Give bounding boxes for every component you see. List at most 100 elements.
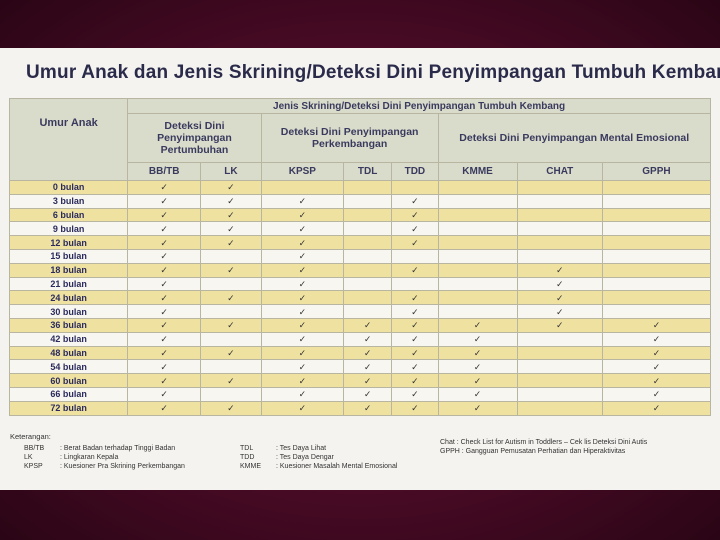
check-cell <box>437 304 518 319</box>
check-cell <box>437 221 518 237</box>
check-cell <box>516 221 603 237</box>
table-row: 21 bulan ✓ ✓ ✓ <box>8 276 712 292</box>
col-header-bbtb: BB/TB <box>127 162 202 181</box>
check-cell: ✓ <box>260 221 344 237</box>
age-cell: 0 bulan <box>8 180 129 195</box>
check-cell <box>200 248 262 264</box>
check-cell: ✓ <box>127 359 202 375</box>
check-cell <box>516 386 603 402</box>
check-cell: ✓ <box>437 345 518 361</box>
check-cell: ✓ <box>200 400 262 416</box>
check-cell: ✓ <box>342 359 393 375</box>
table-row: 9 bulan ✓ ✓ ✓ ✓ <box>8 221 712 237</box>
check-cell <box>601 304 712 319</box>
check-cell: ✓ <box>391 193 439 209</box>
check-cell <box>342 276 393 292</box>
age-header: Umur Anak <box>8 98 129 181</box>
check-cell <box>437 248 518 264</box>
check-cell: ✓ <box>391 373 439 388</box>
check-cell: ✓ <box>127 221 202 237</box>
check-cell: ✓ <box>437 400 518 416</box>
check-cell: ✓ <box>127 235 202 250</box>
group-development-header: Deteksi Dini Penyimpangan Perkembangan <box>260 113 439 163</box>
check-cell: ✓ <box>260 235 344 250</box>
check-cell: ✓ <box>200 235 262 250</box>
check-cell: ✓ <box>200 317 262 333</box>
check-cell <box>200 386 262 402</box>
table-row: 60 bulan ✓ ✓ ✓ ✓ ✓ ✓ ✓ <box>8 373 712 388</box>
check-cell <box>601 180 712 195</box>
check-cell <box>200 304 262 319</box>
check-cell <box>437 207 518 223</box>
check-cell: ✓ <box>601 317 712 333</box>
check-cell: ✓ <box>260 290 344 306</box>
check-cell <box>516 373 603 388</box>
check-cell <box>516 193 603 209</box>
check-cell <box>342 221 393 237</box>
check-cell: ✓ <box>391 207 439 223</box>
check-cell: ✓ <box>260 276 344 292</box>
check-cell: ✓ <box>342 400 393 416</box>
check-cell: ✓ <box>437 317 518 333</box>
check-cell: ✓ <box>260 317 344 333</box>
table-row: 42 bulan ✓ ✓ ✓ ✓ ✓ ✓ <box>8 331 712 347</box>
age-cell: 48 bulan <box>8 345 129 361</box>
table-row: 66 bulan ✓ ✓ ✓ ✓ ✓ ✓ <box>8 386 712 402</box>
check-cell: ✓ <box>516 276 603 292</box>
check-cell: ✓ <box>200 373 262 388</box>
table-row: 30 bulan ✓ ✓ ✓ ✓ <box>8 304 712 319</box>
check-cell <box>516 248 603 264</box>
age-cell: 66 bulan <box>8 386 129 402</box>
check-cell: ✓ <box>200 345 262 361</box>
age-cell: 72 bulan <box>8 400 129 416</box>
table-row: 72 bulan ✓ ✓ ✓ ✓ ✓ ✓ ✓ <box>8 400 712 416</box>
check-cell: ✓ <box>260 193 344 209</box>
check-cell <box>601 276 712 292</box>
check-cell <box>342 235 393 250</box>
check-cell <box>200 276 262 292</box>
check-cell: ✓ <box>200 207 262 223</box>
col-header-kmme: KMME <box>437 162 518 181</box>
check-cell: ✓ <box>516 290 603 306</box>
check-cell <box>437 262 518 278</box>
legend-item: TDD: Tes Daya Dengar <box>240 454 334 461</box>
check-cell: ✓ <box>437 359 518 375</box>
check-cell <box>437 235 518 250</box>
check-cell: ✓ <box>342 373 393 388</box>
table-row: 12 bulan ✓ ✓ ✓ ✓ <box>8 235 712 250</box>
check-cell <box>601 290 712 306</box>
group-growth-header: Deteksi Dini Penyimpangan Pertumbuhan <box>127 113 262 163</box>
check-cell: ✓ <box>260 386 344 402</box>
check-cell: ✓ <box>391 304 439 319</box>
col-header-kpsp: KPSP <box>260 162 344 181</box>
check-cell <box>200 359 262 375</box>
check-cell <box>342 207 393 223</box>
check-cell: ✓ <box>342 345 393 361</box>
check-cell: ✓ <box>127 207 202 223</box>
age-cell: 60 bulan <box>8 373 129 388</box>
table-row: 36 bulan ✓ ✓ ✓ ✓ ✓ ✓ ✓ ✓ <box>8 317 712 333</box>
check-cell: ✓ <box>260 345 344 361</box>
check-cell: ✓ <box>127 180 202 195</box>
page-title: Umur Anak dan Jenis Skrining/Deteksi Din… <box>26 62 720 83</box>
check-cell <box>391 180 439 195</box>
col-header-chat: CHAT <box>516 162 603 181</box>
check-cell: ✓ <box>127 276 202 292</box>
check-cell <box>260 180 344 195</box>
check-cell: ✓ <box>127 386 202 402</box>
table-row: 15 bulan ✓ ✓ <box>8 248 712 264</box>
age-cell: 18 bulan <box>8 262 129 278</box>
col-header-tdl: TDL <box>342 162 393 181</box>
check-cell <box>601 193 712 209</box>
check-cell: ✓ <box>391 400 439 416</box>
check-cell: ✓ <box>601 345 712 361</box>
check-cell: ✓ <box>391 235 439 250</box>
check-cell <box>391 276 439 292</box>
check-cell: ✓ <box>200 290 262 306</box>
check-cell: ✓ <box>127 373 202 388</box>
check-cell: ✓ <box>200 180 262 195</box>
check-cell: ✓ <box>601 386 712 402</box>
age-cell: 6 bulan <box>8 207 129 223</box>
check-cell: ✓ <box>342 331 393 347</box>
legend-item: KMME: Kuesioner Masalah Mental Emosional <box>240 463 398 470</box>
